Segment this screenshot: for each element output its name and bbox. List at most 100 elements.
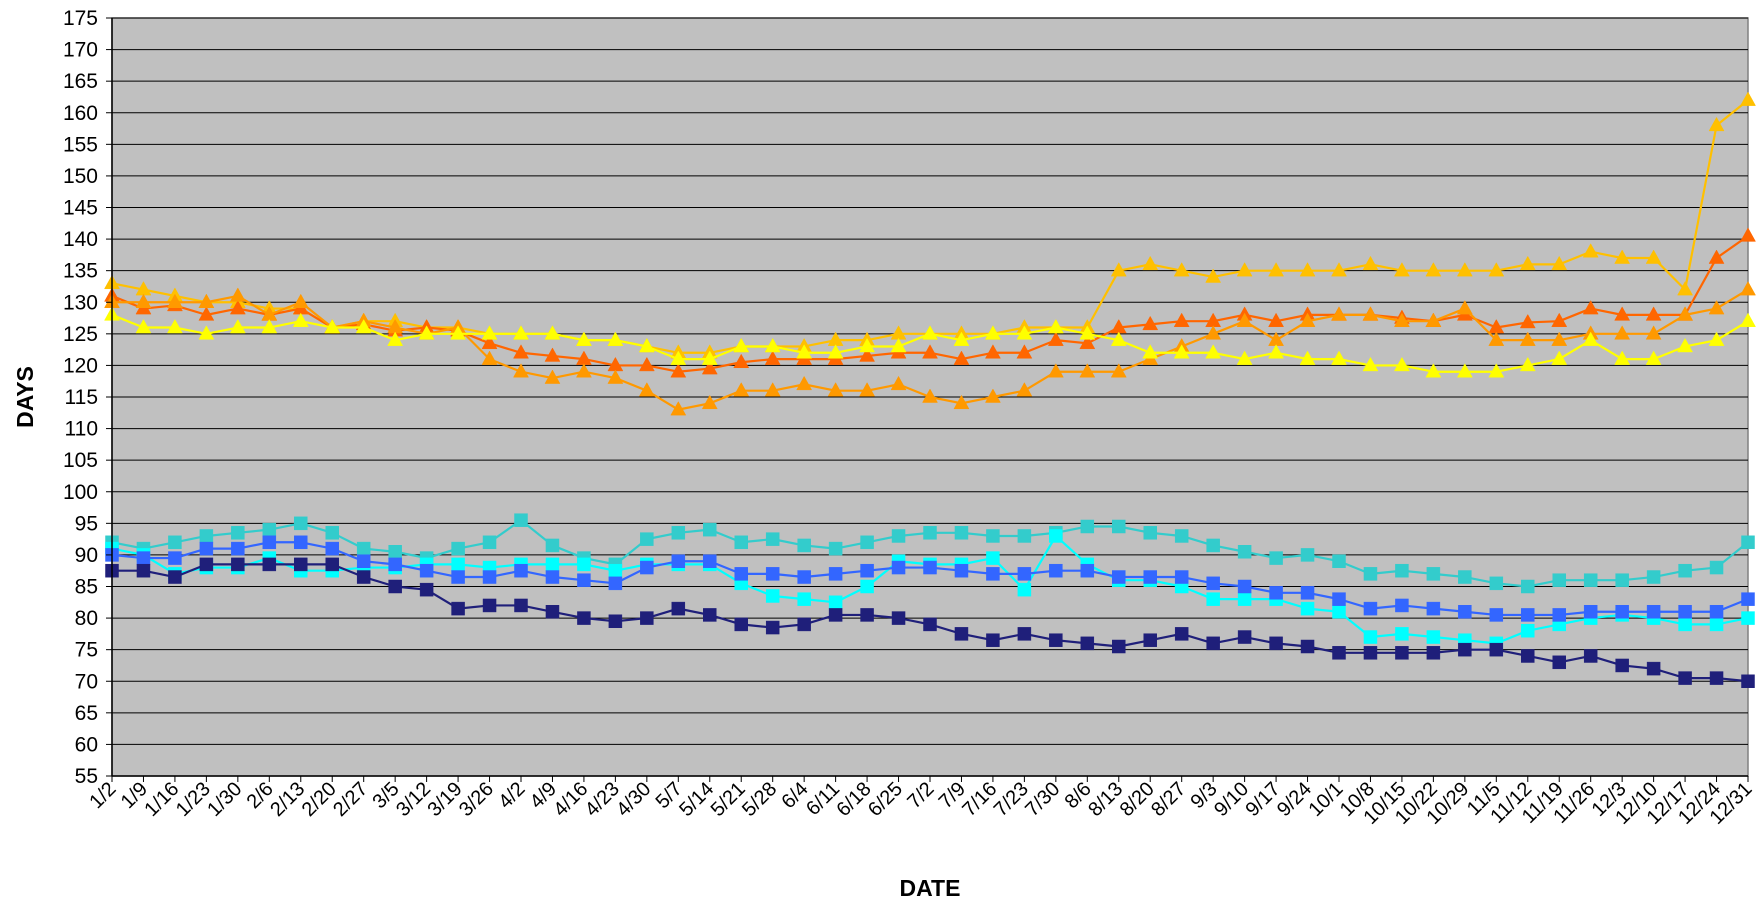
data-point [1551, 350, 1568, 365]
data-point [198, 306, 215, 321]
data-point [545, 570, 560, 584]
y-tick-label: 55 [75, 765, 98, 788]
y-tick-label: 120 [63, 354, 98, 377]
data-point [765, 567, 780, 581]
data-point [262, 557, 277, 572]
y-tick-label: 80 [75, 607, 98, 630]
data-point [1205, 344, 1222, 359]
x-tick-label: 1/30 [203, 778, 246, 821]
data-point [388, 545, 402, 559]
data-point [1206, 576, 1220, 591]
data-point [136, 551, 151, 565]
x-tick-label: 2/27 [329, 778, 372, 821]
y-tick-label: 100 [63, 481, 98, 504]
data-point [797, 617, 811, 632]
data-point [1016, 382, 1033, 397]
data-point [671, 601, 686, 616]
y-tick-label: 125 [63, 323, 98, 346]
data-point [1552, 573, 1566, 587]
data-point [1269, 636, 1283, 651]
data-point [1142, 255, 1159, 271]
data-point [1709, 560, 1724, 575]
data-point [1708, 300, 1725, 315]
data-point [1237, 630, 1252, 644]
data-point [135, 319, 152, 334]
data-point [1237, 545, 1252, 559]
data-point [734, 567, 748, 581]
data-point [1363, 567, 1378, 581]
data-point [1173, 312, 1190, 327]
data-point [1521, 649, 1535, 663]
data-point [229, 319, 246, 334]
data-point [1363, 630, 1378, 644]
data-point [577, 611, 591, 625]
data-point [1426, 630, 1441, 644]
data-point [1521, 579, 1535, 594]
data-point [733, 353, 750, 369]
data-point [827, 382, 844, 397]
y-tick-label: 90 [75, 544, 98, 567]
data-point [451, 557, 465, 572]
data-point [1519, 313, 1536, 329]
data-point [1110, 262, 1127, 277]
data-point [545, 557, 560, 572]
data-point [1080, 636, 1095, 651]
data-point [514, 598, 528, 613]
data-point [764, 382, 781, 397]
data-point [1300, 586, 1315, 600]
data-point [198, 293, 215, 308]
data-point [1741, 611, 1755, 625]
data-point [1708, 331, 1725, 346]
series-7 [105, 535, 1755, 622]
data-point [1362, 255, 1379, 271]
data-point [1740, 312, 1756, 327]
data-point [1174, 570, 1189, 584]
data-point [199, 529, 214, 543]
data-point [986, 529, 1000, 543]
data-point [827, 344, 844, 359]
data-point [1237, 592, 1252, 606]
data-point [859, 347, 876, 362]
y-tick-label: 75 [75, 639, 98, 662]
data-point [984, 325, 1001, 340]
data-point [922, 344, 938, 359]
data-point [764, 337, 781, 353]
data-point [168, 570, 182, 584]
data-point [419, 582, 434, 597]
data-point [891, 529, 906, 543]
data-point [1582, 331, 1599, 346]
data-point [1332, 605, 1346, 619]
data-point [166, 319, 183, 334]
data-point [135, 293, 152, 308]
data-point [1332, 592, 1346, 606]
data-point [1614, 350, 1631, 365]
data-point [640, 560, 654, 575]
data-point [1395, 646, 1409, 660]
data-point [1236, 262, 1253, 277]
data-point [1489, 608, 1504, 622]
data-point [1205, 325, 1222, 340]
data-point [229, 300, 246, 315]
data-point [797, 538, 811, 553]
data-point [1362, 306, 1379, 321]
data-point [1646, 605, 1661, 619]
data-point [1488, 331, 1505, 346]
data-point [1080, 563, 1095, 578]
data-point [703, 608, 717, 622]
data-point [1708, 249, 1725, 264]
y-tick-label: 145 [63, 197, 98, 220]
data-point [1017, 582, 1032, 597]
data-point [1236, 312, 1253, 327]
data-point [1615, 658, 1629, 673]
data-point [1614, 325, 1631, 340]
data-point [1047, 319, 1064, 334]
data-point [986, 633, 1000, 647]
data-point [891, 560, 906, 575]
y-tick-label: 170 [63, 39, 98, 62]
data-point [1677, 281, 1694, 296]
data-point [1112, 519, 1126, 534]
data-point [1236, 350, 1253, 365]
data-point [482, 535, 497, 550]
data-point [231, 557, 245, 572]
